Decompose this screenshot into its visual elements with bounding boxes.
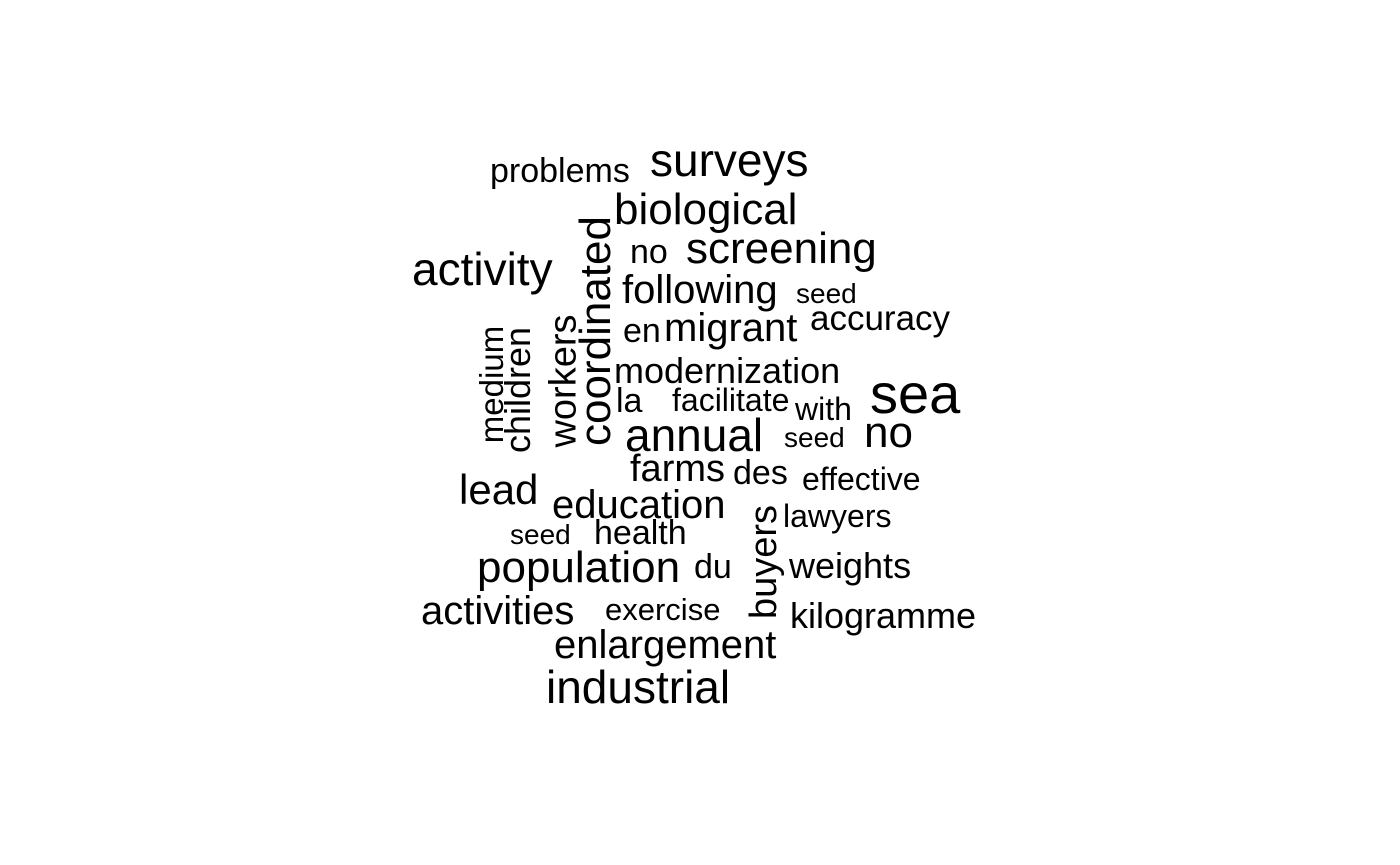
word-buyers: buyers	[743, 504, 786, 620]
word-des: des	[733, 454, 788, 492]
word-seed-2: seed	[784, 422, 845, 453]
word-education: education	[552, 483, 726, 527]
word-industrial: industrial	[546, 661, 731, 713]
word-following: following	[622, 268, 778, 312]
word-seed-1: seed	[796, 278, 857, 309]
word-biological: biological	[614, 185, 798, 234]
word-facilitate: facilitate	[672, 382, 790, 418]
word-no-2: no	[864, 408, 913, 457]
word-du: du	[694, 548, 732, 586]
word-enlargement: enlargement	[554, 623, 777, 667]
word-workers: workers	[542, 314, 585, 448]
word-health: health	[594, 514, 687, 552]
word-activities: activities	[421, 589, 575, 633]
word-en: en	[623, 312, 661, 350]
word-no-1: no	[630, 233, 668, 271]
word-kilogramme: kilogramme	[790, 595, 977, 636]
word-population: population	[477, 543, 681, 592]
word-migrant: migrant	[664, 306, 798, 350]
word-surveys: surveys	[650, 134, 809, 186]
word-accuracy: accuracy	[810, 299, 951, 338]
word-lead: lead	[459, 466, 539, 513]
word-with: with	[795, 391, 852, 427]
word-exercise: exercise	[605, 592, 721, 627]
word-lawyers: lawyers	[783, 498, 892, 534]
word-sea: sea	[870, 362, 961, 425]
word-la: la	[616, 382, 643, 420]
word-effective: effective	[802, 461, 921, 497]
word-farms: farms	[630, 448, 725, 490]
word-problems: problems	[490, 152, 630, 190]
word-screening: screening	[686, 224, 877, 273]
word-children: children	[497, 326, 539, 454]
word-seed-3: seed	[510, 519, 571, 550]
word-annual: annual	[625, 409, 764, 461]
word-activity: activity	[412, 243, 553, 295]
word-modernization: modernization	[614, 350, 841, 391]
word-weights: weights	[789, 545, 912, 586]
